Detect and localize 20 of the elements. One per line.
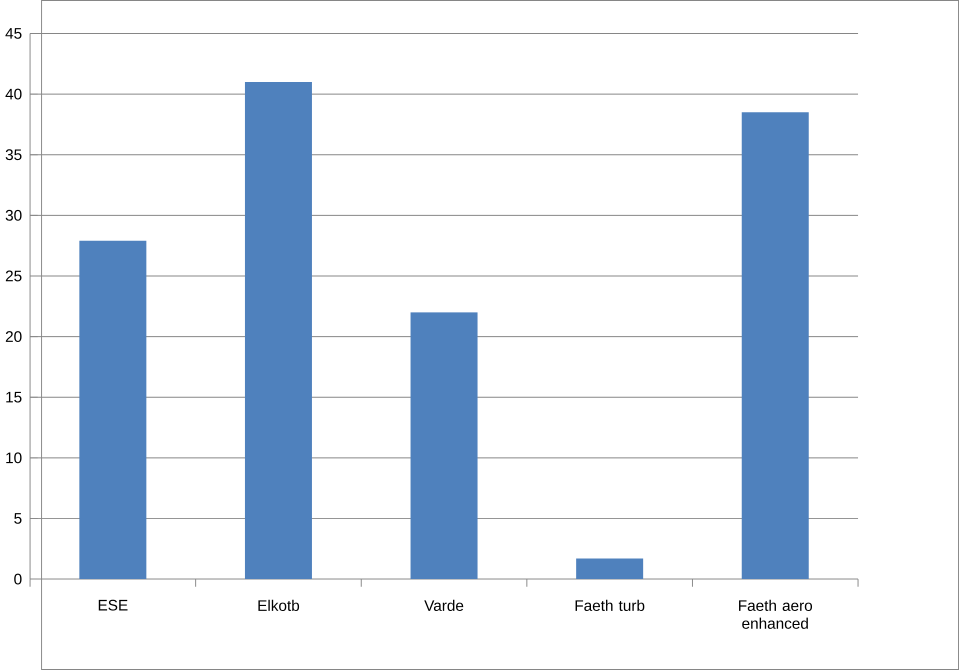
y-tick-label: 10	[6, 452, 22, 464]
y-tick-label: 5	[14, 513, 22, 524]
y-tick-label: 30	[6, 210, 22, 221]
x-tick-label: Varde	[424, 600, 464, 611]
bar	[742, 112, 809, 580]
bar	[244, 82, 312, 580]
y-tick-label: 25	[6, 270, 22, 282]
y-tick-label: 45	[5, 28, 22, 39]
bar	[410, 312, 478, 580]
y-tick-label: 40	[5, 88, 22, 100]
y-tick-label: 35	[6, 149, 22, 160]
x-tick-label: Faeth turb	[576, 600, 644, 611]
x-tick-label: ESE	[98, 600, 128, 611]
x-tick-label: Faeth aero enhanced	[739, 600, 812, 629]
bar	[79, 240, 146, 580]
y-tick-label: 0	[14, 574, 22, 584]
x-tick-label: Elkotb	[258, 600, 300, 611]
y-tick-label: 15	[6, 392, 22, 403]
y-tick-label: 20	[6, 331, 22, 342]
bar	[576, 558, 644, 580]
